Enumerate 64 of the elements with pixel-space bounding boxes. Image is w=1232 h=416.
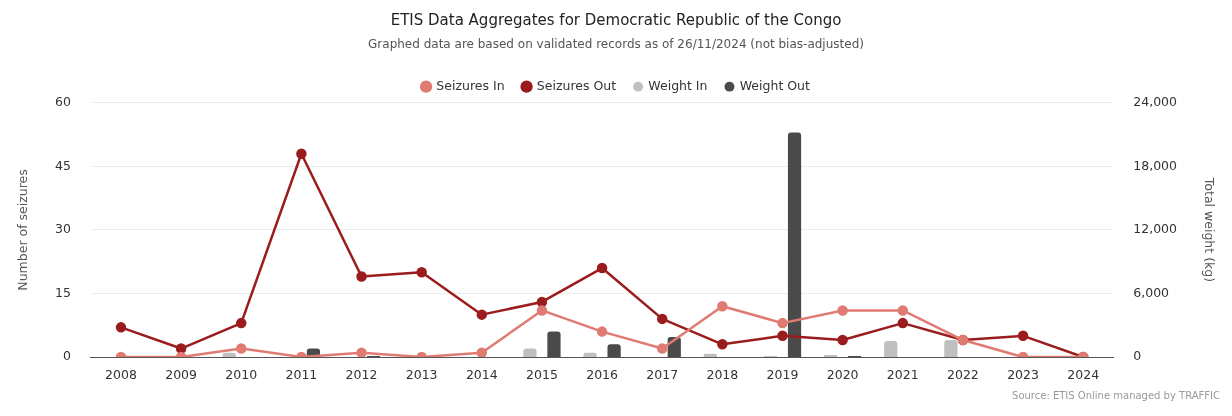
point — [416, 267, 427, 278]
point — [476, 347, 488, 357]
y-tick-label: 15 — [55, 284, 71, 300]
x-tick-label: 2012 — [345, 366, 378, 382]
point — [476, 309, 488, 320]
x-tick-label: 2014 — [465, 366, 498, 382]
point — [777, 330, 788, 342]
x-tick-label: 2021 — [886, 366, 919, 382]
source-note: Source: ETIS Online managed by TRAFFIC — [1011, 390, 1221, 401]
legend-label: Seizures In — [436, 77, 505, 93]
point — [175, 343, 187, 354]
y-axis-title: Number of seizures — [14, 169, 30, 291]
point — [356, 347, 367, 357]
point — [777, 317, 788, 329]
chart-title: ETIS Data Aggregates for Democratic Republic of the Congo — [390, 10, 842, 29]
point — [837, 334, 848, 346]
point — [236, 317, 247, 329]
y-tick-label: 30 — [55, 221, 71, 237]
y2-axis-title: Total weight (kg) — [1202, 176, 1218, 283]
point — [356, 271, 367, 282]
point — [536, 305, 548, 316]
x-tick-label: 2024 — [1067, 366, 1100, 382]
point — [656, 313, 668, 325]
x-tick-label: 2009 — [165, 366, 198, 382]
point — [717, 339, 728, 350]
legend-label: Weight Out — [739, 77, 811, 93]
x-tick-label: 2019 — [766, 366, 799, 382]
point — [115, 322, 127, 333]
x-tick-label: 2020 — [826, 366, 859, 382]
chart-subtitle: Graphed data are based on validated records as of 26/11/2024 (not bias-adjusted) — [368, 37, 864, 52]
point — [897, 317, 909, 329]
y2-tick-label: 18,000 — [1133, 157, 1178, 173]
y-tick-label: 45 — [55, 157, 71, 173]
x-tick-label: 2011 — [285, 366, 318, 382]
y-tick-label: 60 — [55, 94, 71, 110]
x-tick-label: 2018 — [706, 366, 739, 382]
x-tick-label: 2010 — [225, 366, 258, 382]
point — [1017, 330, 1029, 342]
legend-label: Weight In — [648, 77, 708, 93]
y2-tick-label: 0 — [1133, 348, 1142, 364]
point — [897, 305, 909, 316]
y2-tick-label: 6,000 — [1133, 284, 1170, 300]
point — [296, 148, 307, 159]
point — [596, 262, 608, 274]
y2-tick-label: 12,000 — [1133, 221, 1178, 237]
x-tick-label: 2015 — [526, 366, 558, 382]
point — [236, 343, 247, 354]
x-tick-label: 2022 — [947, 366, 979, 382]
x-tick-label: 2008 — [105, 366, 137, 382]
x-tick-label: 2017 — [646, 366, 679, 382]
point — [536, 296, 548, 308]
point — [656, 343, 668, 354]
x-tick-label: 2013 — [405, 366, 438, 382]
bar — [944, 340, 958, 357]
bar — [884, 341, 898, 357]
point — [837, 305, 848, 316]
y2-tick-label: 24,000 — [1133, 94, 1178, 110]
y-tick-label: 0 — [62, 348, 71, 364]
x-tick-label: 2016 — [586, 366, 619, 382]
bar — [523, 348, 537, 357]
point — [596, 326, 608, 337]
x-tick-label: 2023 — [1007, 366, 1039, 382]
point — [717, 300, 728, 312]
legend-label: Seizures Out — [536, 77, 617, 93]
